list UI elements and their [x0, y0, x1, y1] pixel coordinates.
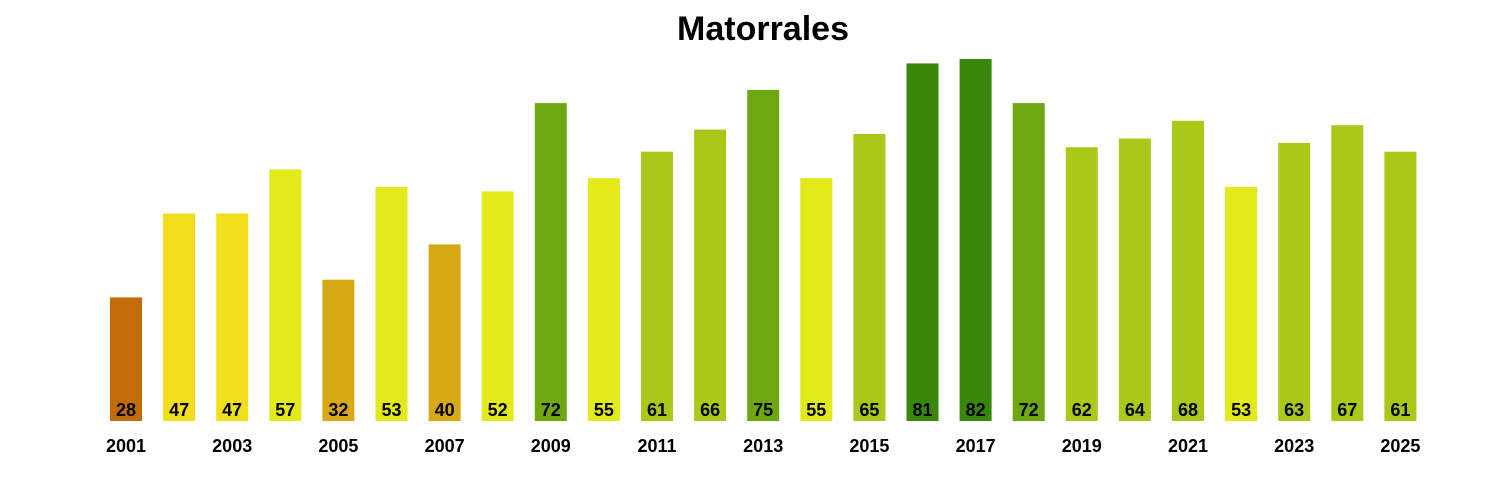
bar-2008 [481, 191, 514, 421]
bar-2002 [163, 213, 196, 421]
value-label-2020: 64 [1125, 400, 1145, 420]
bar-2011 [641, 151, 673, 421]
value-label-2007: 40 [435, 400, 455, 420]
value-label-2022: 53 [1231, 400, 1251, 420]
bar-2020 [1118, 138, 1151, 421]
bar-2018 [1012, 103, 1045, 421]
value-label-2004: 57 [275, 400, 295, 420]
value-label-2014: 55 [806, 400, 826, 420]
bar-2019 [1065, 147, 1098, 422]
bar-2023 [1278, 142, 1311, 421]
x-tick-2021: 2021 [1168, 436, 1208, 456]
value-label-2010: 55 [594, 400, 614, 420]
bar-2009 [534, 103, 567, 421]
x-tick-2023: 2023 [1274, 436, 1314, 456]
x-tick-2025: 2025 [1380, 436, 1420, 456]
bars-group [110, 59, 1417, 422]
bar-2014 [800, 178, 833, 421]
value-label-2011: 61 [647, 400, 667, 420]
value-label-2008: 52 [488, 400, 508, 420]
value-label-2009: 72 [541, 400, 561, 420]
x-tick-2009: 2009 [531, 436, 571, 456]
x-tick-2011: 2011 [637, 436, 676, 456]
value-label-2023: 63 [1284, 400, 1304, 420]
value-label-2002: 47 [169, 400, 189, 420]
x-tick-2001: 2001 [106, 436, 146, 456]
x-tick-2005: 2005 [318, 436, 358, 456]
bar-2001 [110, 297, 142, 421]
bar-2010 [587, 178, 620, 421]
x-axis-tick-labels: 2001 2003 2005 2007 2009 2011 2013 2015 2017 2019… [106, 436, 1420, 456]
bar-2024 [1331, 125, 1364, 421]
chart-title: Matorrales [677, 10, 849, 48]
x-tick-2013: 2013 [743, 436, 783, 456]
bar-2012 [694, 129, 727, 421]
bar-2015 [853, 134, 886, 421]
value-label-2006: 53 [381, 400, 401, 420]
value-label-2018: 72 [1019, 400, 1039, 420]
value-label-2012: 66 [700, 400, 720, 420]
x-tick-2015: 2015 [849, 436, 889, 456]
value-label-2003: 47 [222, 400, 242, 420]
value-label-2013: 75 [753, 400, 773, 420]
value-label-2017: 82 [966, 400, 986, 420]
value-label-2021: 68 [1178, 400, 1198, 420]
value-label-2024: 67 [1337, 400, 1357, 420]
bar-2025 [1384, 151, 1417, 421]
bar-2006 [375, 187, 408, 421]
bar-2003 [216, 213, 249, 421]
value-labels-group: 28 47 47 57 32 53 40 52 72 55 61 66 75 55 65 81 82 72 62 64… [116, 400, 1410, 420]
x-tick-2017: 2017 [956, 436, 996, 456]
bar-2004 [269, 169, 302, 421]
value-label-2016: 81 [912, 400, 932, 420]
x-tick-2007: 2007 [425, 436, 465, 456]
bar-2016 [906, 63, 939, 422]
value-label-2019: 62 [1072, 400, 1092, 420]
x-tick-2019: 2019 [1062, 436, 1102, 456]
bar-2007 [428, 244, 461, 421]
value-label-2015: 65 [859, 400, 879, 420]
value-label-2005: 32 [328, 400, 348, 420]
bar-2005 [322, 279, 355, 421]
bar-2022 [1225, 187, 1258, 421]
value-label-2001: 28 [116, 400, 136, 420]
bar-2013 [747, 89, 780, 422]
bar-2021 [1172, 120, 1204, 422]
value-label-2025: 61 [1390, 400, 1410, 420]
bar-2017 [959, 59, 992, 421]
x-tick-2003: 2003 [212, 436, 252, 456]
